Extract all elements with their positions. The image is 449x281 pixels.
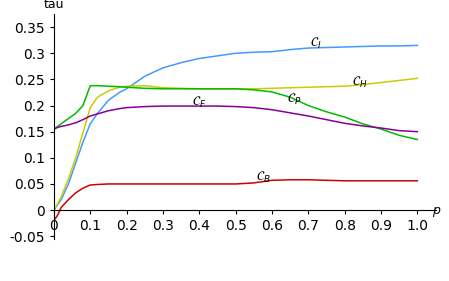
Text: p: p <box>432 204 440 217</box>
Text: $\mathcal{C}_I$: $\mathcal{C}_I$ <box>310 36 322 51</box>
Text: $\mathcal{C}_B$: $\mathcal{C}_B$ <box>255 170 270 185</box>
Text: $\mathcal{C}_H$: $\mathcal{C}_H$ <box>352 75 368 90</box>
Text: $\mathcal{C}_P$: $\mathcal{C}_P$ <box>286 92 301 107</box>
Text: $\mathcal{C}_F$: $\mathcal{C}_F$ <box>192 95 207 110</box>
Text: tau: tau <box>44 0 64 12</box>
